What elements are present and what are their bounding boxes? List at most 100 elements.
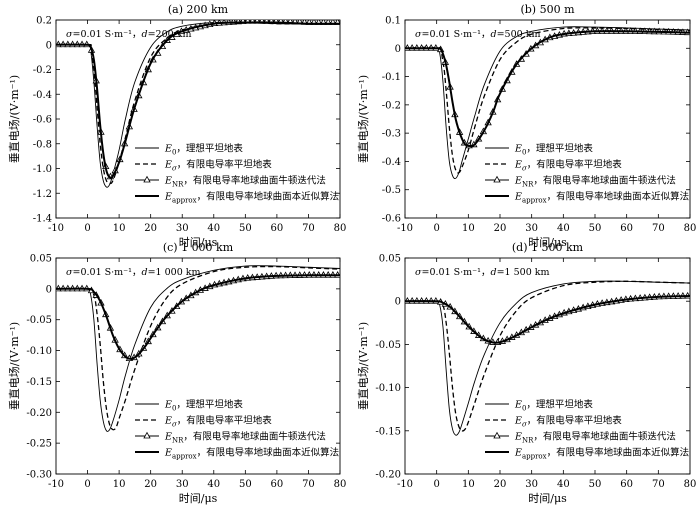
legend-entry: ENR，有限电导率地球曲面牛顿迭代法 xyxy=(514,431,676,445)
series-line-Eσ xyxy=(405,280,690,432)
legend-entry: E0，理想平坦地表 xyxy=(514,399,593,413)
y-tick-label: -0.05 xyxy=(26,315,52,326)
y-tick-label: -1.2 xyxy=(33,189,52,200)
series-line-Eapprox xyxy=(405,295,690,344)
y-tick-label: 0.05 xyxy=(379,254,401,265)
x-tick-label: 80 xyxy=(684,223,697,234)
x-tick-label: 60 xyxy=(620,479,633,490)
x-tick-label: 70 xyxy=(302,479,315,490)
x-tick-label: 50 xyxy=(589,223,602,234)
y-tick-label: -0.20 xyxy=(26,408,52,419)
x-tick-label: 10 xyxy=(462,479,475,490)
legend-entry: ENR，有限电导率地球曲面牛顿迭代法 xyxy=(514,175,676,189)
y-axis-label: 垂直电场/(V·m⁻¹) xyxy=(7,322,21,410)
x-tick-label: -10 xyxy=(397,479,413,490)
y-tick-label: -0.10 xyxy=(26,346,52,357)
y-tick-label: -0.3 xyxy=(382,129,401,140)
series-line-E0 xyxy=(405,280,690,436)
y-tick-label: 0.1 xyxy=(385,16,401,27)
series-group xyxy=(56,20,340,188)
x-tick-label: 40 xyxy=(557,479,570,490)
x-tick-label: 40 xyxy=(557,223,570,234)
y-tick-label: 0 xyxy=(46,40,52,51)
x-tick-label: 20 xyxy=(494,223,507,234)
panel-2: (b) 500 m -10 0 10 20 30 40 50 60 70 80 -0.6 -0.5 -0.… xyxy=(356,3,696,249)
panel-1: (a) 200 km -10 0 10 20 30 40 50 60 70 80 -1.4 -1.2 -1… xyxy=(7,3,346,249)
series-group xyxy=(405,280,690,436)
y-tick-label: -0.4 xyxy=(33,90,52,101)
plot-frame xyxy=(404,257,691,475)
legend-entry: E0，理想平坦地表 xyxy=(514,143,593,157)
y-tick-label: 0 xyxy=(46,284,52,295)
x-tick-label: 0 xyxy=(84,479,90,490)
x-tick-label: 20 xyxy=(144,479,157,490)
legend-entry: Eapprox，有限电导率地球曲面本近似算法 xyxy=(164,447,339,461)
series-line-Eapprox xyxy=(56,274,340,360)
legend-entry: ENR，有限电导率地球曲面牛顿迭代法 xyxy=(164,175,326,189)
parameter-annotation: σ=0.01 S·m⁻¹，d=500 km xyxy=(415,29,540,40)
legend-entry: Eσ，有限电导率平坦地表 xyxy=(514,159,622,173)
panel-title: (b) 500 m xyxy=(520,3,575,16)
y-tick-label: -0.15 xyxy=(26,377,52,388)
y-tick-label: 0 xyxy=(395,44,401,55)
legend-entry: E0，理想平坦地表 xyxy=(164,399,243,413)
x-tick-label: 0 xyxy=(433,479,439,490)
y-tick-label: -0.25 xyxy=(26,439,52,450)
series-line-E0 xyxy=(405,26,690,180)
legend-entry: ENR，有限电导率地球曲面牛顿迭代法 xyxy=(164,431,326,445)
x-tick-label: 50 xyxy=(589,479,602,490)
x-tick-label: 30 xyxy=(525,223,538,234)
x-tick-label: 0 xyxy=(433,223,439,234)
legend-marker xyxy=(143,175,151,183)
x-tick-label: 0 xyxy=(84,223,90,234)
legend-marker xyxy=(493,431,501,439)
parameter-annotation: σ=0.01 S·m⁻¹，d=1 000 km xyxy=(66,267,201,278)
legend-marker xyxy=(143,431,151,439)
legend-entry: E0，理想平坦地表 xyxy=(164,143,243,157)
x-tick-label: 10 xyxy=(462,223,475,234)
x-tick-label: 10 xyxy=(113,479,126,490)
y-tick-label: -0.05 xyxy=(375,340,401,351)
series-line-Eσ xyxy=(56,265,340,431)
series-line-Eapprox xyxy=(56,21,340,179)
x-tick-label: 40 xyxy=(207,479,220,490)
x-tick-label: -10 xyxy=(397,223,413,234)
plot-frame xyxy=(55,19,341,219)
x-tick-label: 40 xyxy=(207,223,220,234)
legend-marker xyxy=(493,175,501,183)
panel-title: (c) 1 000 km xyxy=(163,241,234,254)
y-tick-label: -0.6 xyxy=(382,214,401,225)
x-tick-label: 30 xyxy=(176,479,189,490)
x-tick-label: 70 xyxy=(302,223,315,234)
y-tick-label: -0.2 xyxy=(33,65,52,76)
y-tick-label: -0.1 xyxy=(382,72,401,83)
y-tick-label: -0.10 xyxy=(375,383,401,394)
plot-frame xyxy=(404,19,691,219)
x-tick-label: 50 xyxy=(239,479,252,490)
legend-entry: Eσ，有限电导率平坦地表 xyxy=(514,415,622,429)
y-tick-label: 0 xyxy=(395,297,401,308)
y-tick-label: 0.2 xyxy=(36,16,52,27)
panel-4: (d) 1 500 km -10 0 10 20 30 40 50 60 70 80 -0.20 -0.… xyxy=(356,241,696,505)
x-axis-label: 时间/μs xyxy=(179,236,218,249)
plot-frame xyxy=(55,257,341,475)
panel-3: (c) 1 000 km -10 0 10 20 30 40 50 60 70 80 -0.30 -0.… xyxy=(7,241,346,505)
x-tick-label: -10 xyxy=(48,479,64,490)
y-tick-label: -0.4 xyxy=(382,157,401,168)
x-tick-label: 70 xyxy=(652,479,665,490)
panel-title: (a) 200 km xyxy=(168,3,229,16)
legend-entry: Eapprox，有限电导率地球曲面本近似算法 xyxy=(514,191,689,205)
x-tick-label: 20 xyxy=(494,479,507,490)
x-axis-label: 时间/μs xyxy=(528,492,567,505)
x-axis-label: 时间/μs xyxy=(179,492,218,505)
y-tick-label: -1.4 xyxy=(33,214,52,225)
y-tick-label: -0.20 xyxy=(375,470,401,481)
y-tick-label: -0.2 xyxy=(382,100,401,111)
series-line-ENR xyxy=(56,274,340,360)
x-tick-label: 80 xyxy=(334,223,347,234)
y-tick-label: -0.5 xyxy=(382,185,401,196)
y-axis-label: 垂直电场/(V·m⁻¹) xyxy=(356,75,370,163)
x-tick-label: 30 xyxy=(525,479,538,490)
